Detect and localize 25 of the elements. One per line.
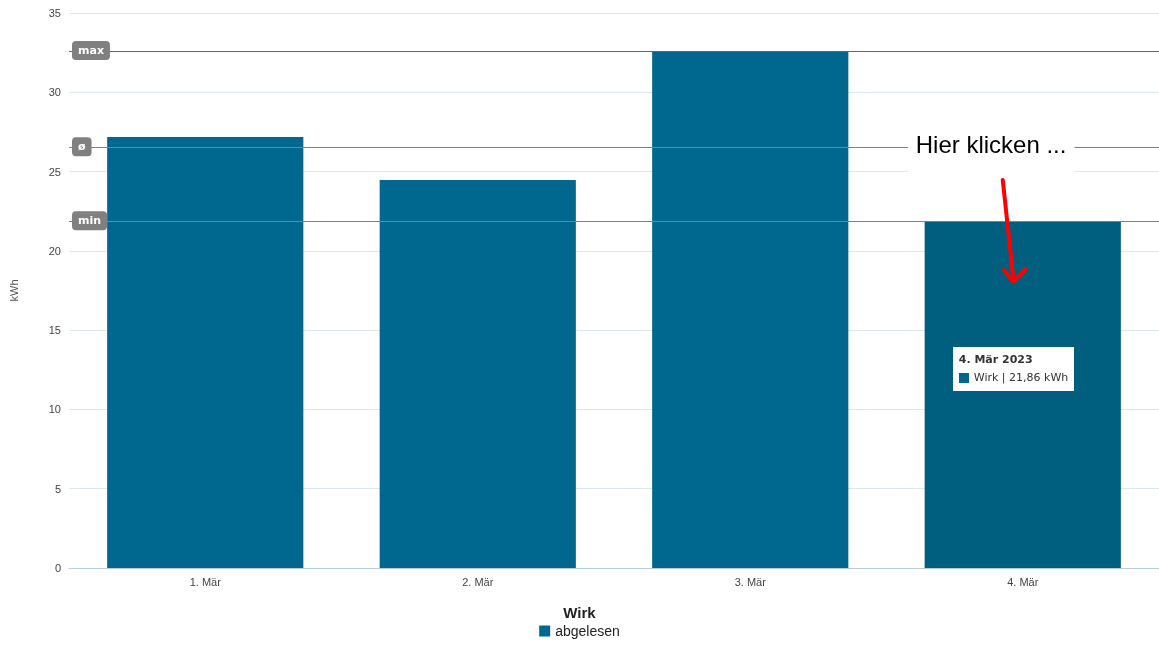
annotation: 4. Mär 2023 xyxy=(958,353,1033,366)
bar xyxy=(924,221,1121,568)
bar xyxy=(107,137,304,568)
annotation: Wirk | 21,86 kWh xyxy=(973,371,1069,384)
y-tick-label: 25 xyxy=(48,165,61,178)
y-tick-label: 30 xyxy=(48,86,61,99)
annotation: Hier klicken ... xyxy=(915,130,1067,158)
x-tick-label: 4. Mär xyxy=(1007,575,1039,588)
x-tick-label: 2. Mär xyxy=(462,575,494,588)
x-tick-label: 3. Mär xyxy=(734,575,767,588)
y-tick-label: 0 xyxy=(54,562,61,574)
bar xyxy=(379,179,576,568)
ref-line-label: min xyxy=(78,214,102,228)
y-tick-label: 5 xyxy=(54,482,61,495)
bar xyxy=(652,51,849,568)
x-tick-label: 1. Mär xyxy=(189,575,222,588)
y-tick-label: 10 xyxy=(48,403,61,416)
ref-line-label: max xyxy=(78,44,104,58)
y-tick-label: 15 xyxy=(48,324,61,337)
y-axis-title: kWh xyxy=(7,279,20,302)
legend-title: Wirk xyxy=(563,604,597,621)
y-tick-label: 35 xyxy=(48,7,61,19)
legend-label: abgelesen xyxy=(555,623,620,639)
y-tick-label: 20 xyxy=(48,244,61,257)
ref-line-label: ø xyxy=(78,140,86,154)
